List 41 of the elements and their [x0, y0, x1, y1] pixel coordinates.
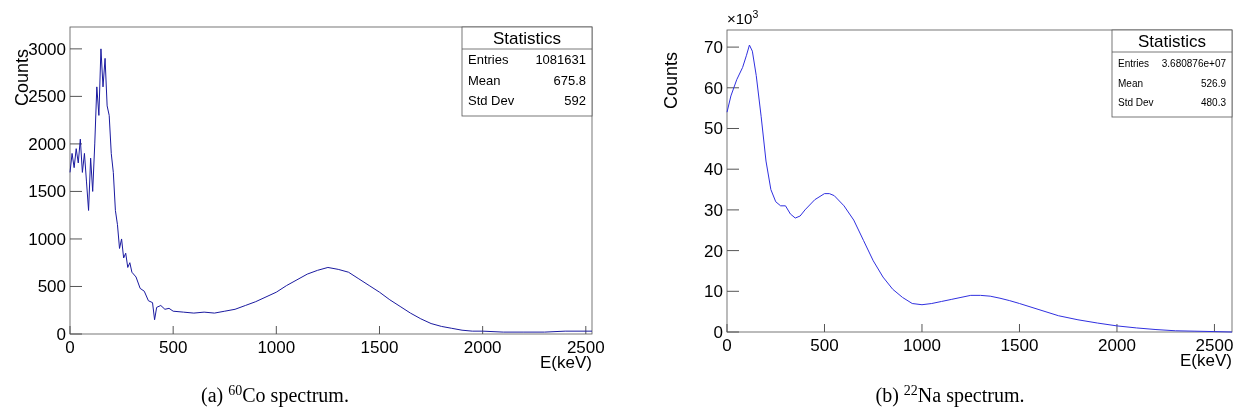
x-tick-label: 500 [158, 338, 188, 357]
y-tick-label: 40 [704, 160, 723, 180]
annotation: 3.680876e+07 [1161, 57, 1227, 69]
y-tick-label: 50 [704, 119, 723, 139]
y-tick-label: 70 [704, 38, 723, 58]
annotation: Statistics [492, 29, 562, 48]
y-tick-label: 2500 [28, 87, 66, 107]
y-tick-label: 60 [704, 78, 723, 98]
annotation: 526.9 [1200, 77, 1227, 89]
x-tick-label: 1000 [257, 338, 296, 357]
y-tick-label: 20 [704, 241, 723, 261]
annotation: Std Dev [1118, 97, 1154, 109]
y-tick-label: 3000 [28, 39, 66, 59]
x-tick-label: 2000 [1098, 336, 1136, 355]
y-tick-label: 500 [37, 277, 66, 297]
text: (b) $^{22}$Na spectrum. [875, 382, 1025, 407]
x-tick-label: 1000 [903, 336, 941, 355]
annotation: Mean [1118, 77, 1144, 89]
annotation: 592 [564, 92, 586, 108]
annotation: 480.3 [1200, 97, 1227, 109]
annotation: 675.8 [553, 72, 586, 88]
y-axis-title: Counts [661, 52, 681, 110]
annotation: Entries [468, 52, 509, 68]
x-tick-label: 500 [810, 336, 839, 355]
annotation: Mean [468, 72, 501, 88]
x-tick-label: 2000 [463, 338, 502, 357]
annotation: Statistics [1137, 32, 1207, 51]
annotation: Entries [1118, 57, 1150, 69]
x-tick-label: 1500 [1000, 336, 1039, 355]
text: ×10$^{3}$ [727, 8, 759, 27]
y-tick-label: 10 [704, 282, 723, 302]
y-tick-label: 0 [713, 323, 723, 342]
y-tick-label: 1500 [28, 182, 66, 202]
x-tick-label: 1500 [360, 338, 399, 357]
annotation: 1081631 [535, 52, 586, 68]
annotation: Std Dev [468, 92, 515, 108]
y-tick-label: 2000 [28, 134, 66, 154]
y-tick-label: 30 [704, 200, 723, 220]
line-series [69, 48, 593, 333]
y-tick-label: 1000 [28, 229, 66, 249]
text: (a) $^{60}$Co spectrum. [201, 382, 349, 407]
